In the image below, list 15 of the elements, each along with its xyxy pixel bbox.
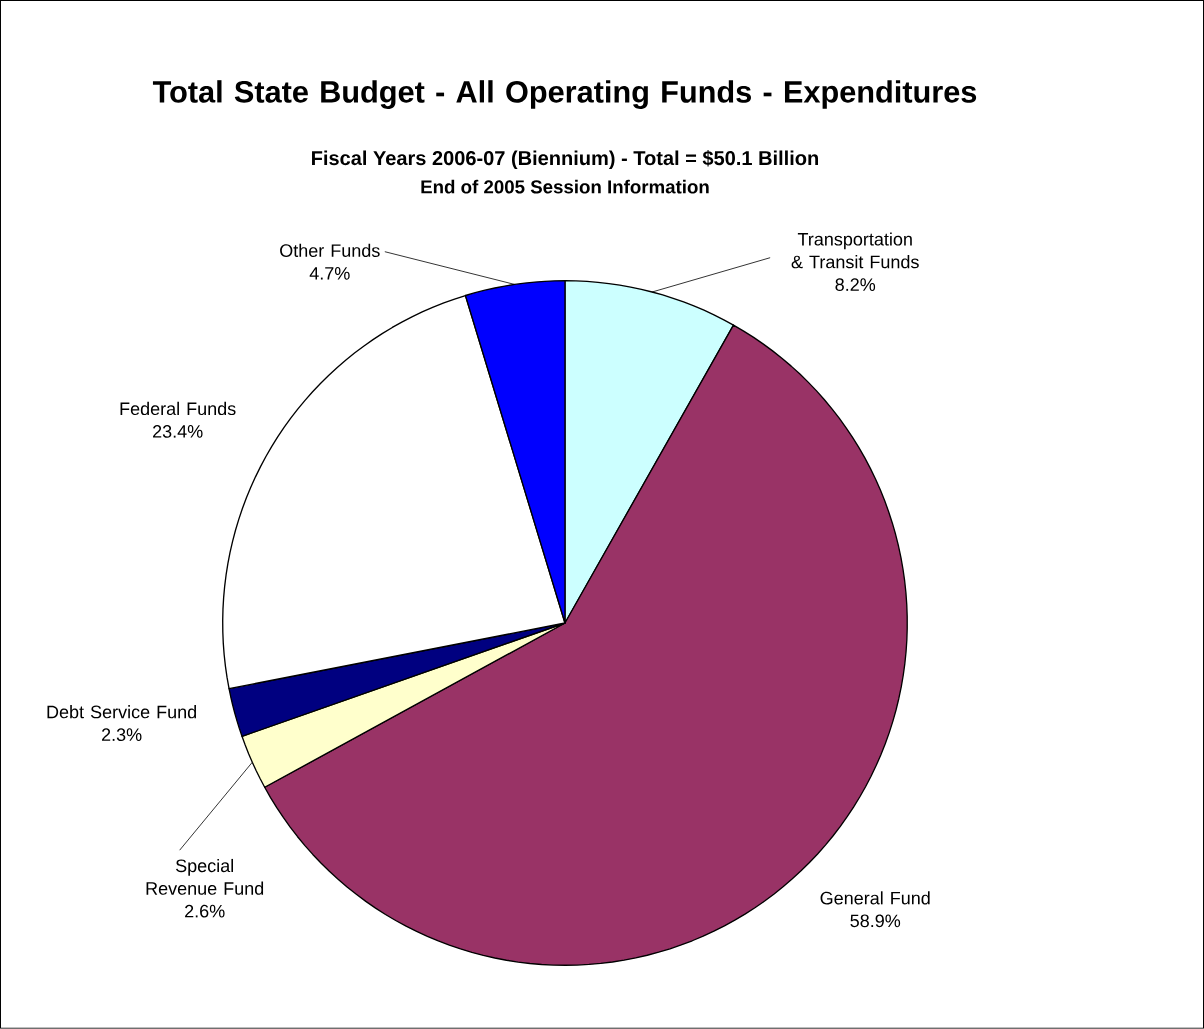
data-label: 23.4%: [153, 425, 203, 438]
data-label: 58.9%: [850, 914, 901, 928]
data-label: 2.3%: [101, 728, 142, 742]
slice-label: Transportation & Transit Funds: [791, 232, 919, 269]
data-label: 8.2%: [835, 278, 876, 292]
data-label: 4.7%: [309, 267, 350, 280]
slice-label: General Fund: [820, 891, 930, 905]
slice-label: Special Revenue Fund: [146, 859, 264, 895]
slice-label: Debt Service Fund: [47, 705, 197, 719]
text: End of 2005 Session Information: [421, 179, 709, 194]
chart-subtitle: Fiscal Years 2006-07 (Biennium) - Total = $50.1 Billion: [312, 150, 818, 170]
slice-label: Federal Funds: [120, 401, 236, 416]
slice-label: Other Funds: [280, 243, 380, 258]
data-label: 2.6%: [185, 904, 225, 918]
chart-title: Total State Budget - All Operating Funds - Expenditures: [152, 80, 977, 110]
